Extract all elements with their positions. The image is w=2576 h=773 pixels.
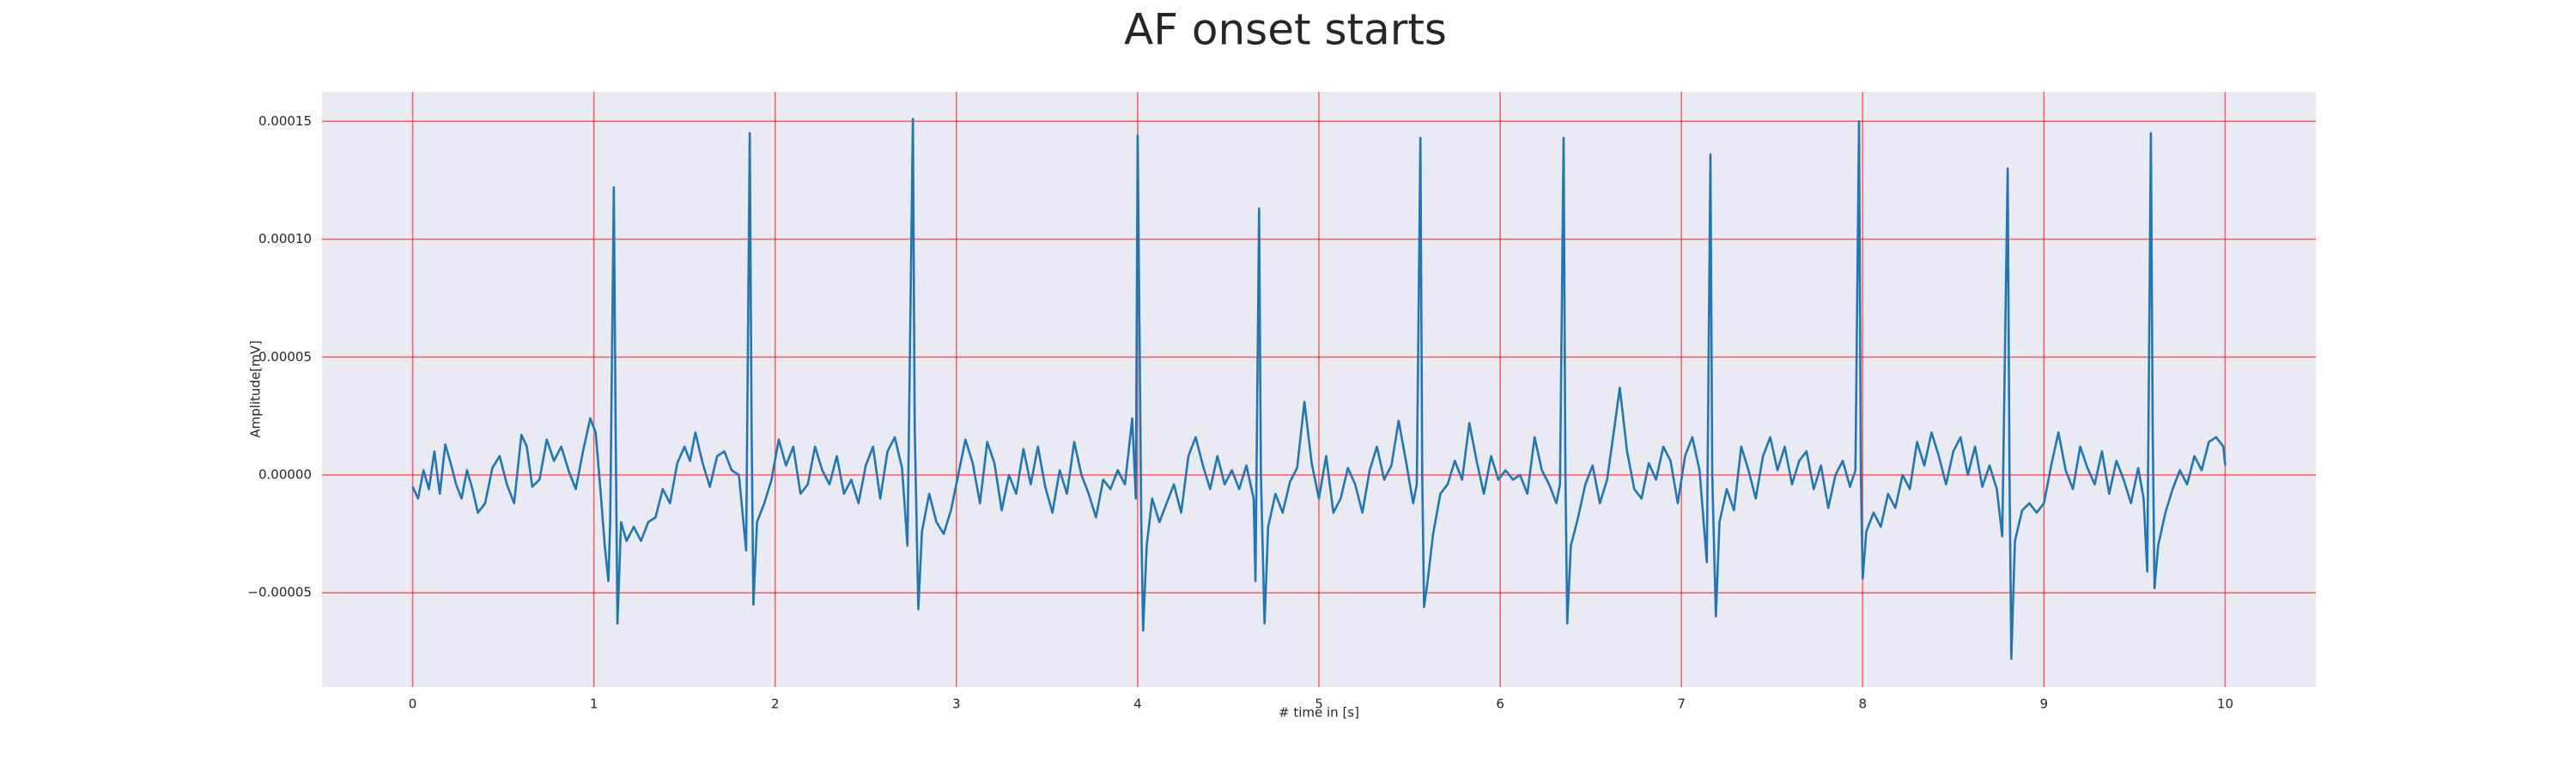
- grid: [322, 92, 2316, 687]
- y-tick-label: 0.00005: [258, 349, 312, 364]
- x-axis-label: # time in [s]: [1279, 705, 1359, 721]
- signal-line: [411, 118, 2227, 660]
- data-layer: [411, 118, 2227, 660]
- y-tick-label: −0.00005: [247, 585, 312, 600]
- y-tick-label: 0.00000: [258, 466, 312, 482]
- x-tick-label: 1: [590, 697, 598, 712]
- x-tick-label: 8: [1858, 697, 1867, 712]
- y-tick-label: 0.00010: [258, 231, 312, 247]
- x-tick-label: 4: [1133, 697, 1142, 712]
- x-tick-label: 5: [1315, 697, 1323, 712]
- y-tick-label: 0.00015: [258, 113, 312, 129]
- x-tick-label: 7: [1677, 697, 1686, 712]
- x-tick-label: 2: [771, 697, 780, 712]
- x-tick-label: 9: [2040, 697, 2049, 712]
- labels-layer: 0 1 2 3 4 5 6 7 8 9 10 −0.00005 0.00000 0.00005 0.0001…: [247, 113, 2233, 712]
- x-tick-label: 6: [1496, 697, 1504, 712]
- x-tick-label: 0: [409, 697, 417, 712]
- y-axis-label: Amplitude[mV]: [248, 340, 264, 437]
- x-tick-label: 10: [2217, 697, 2233, 712]
- chart-title: AF onset starts: [1124, 5, 1447, 55]
- x-tick-label: 3: [952, 697, 961, 712]
